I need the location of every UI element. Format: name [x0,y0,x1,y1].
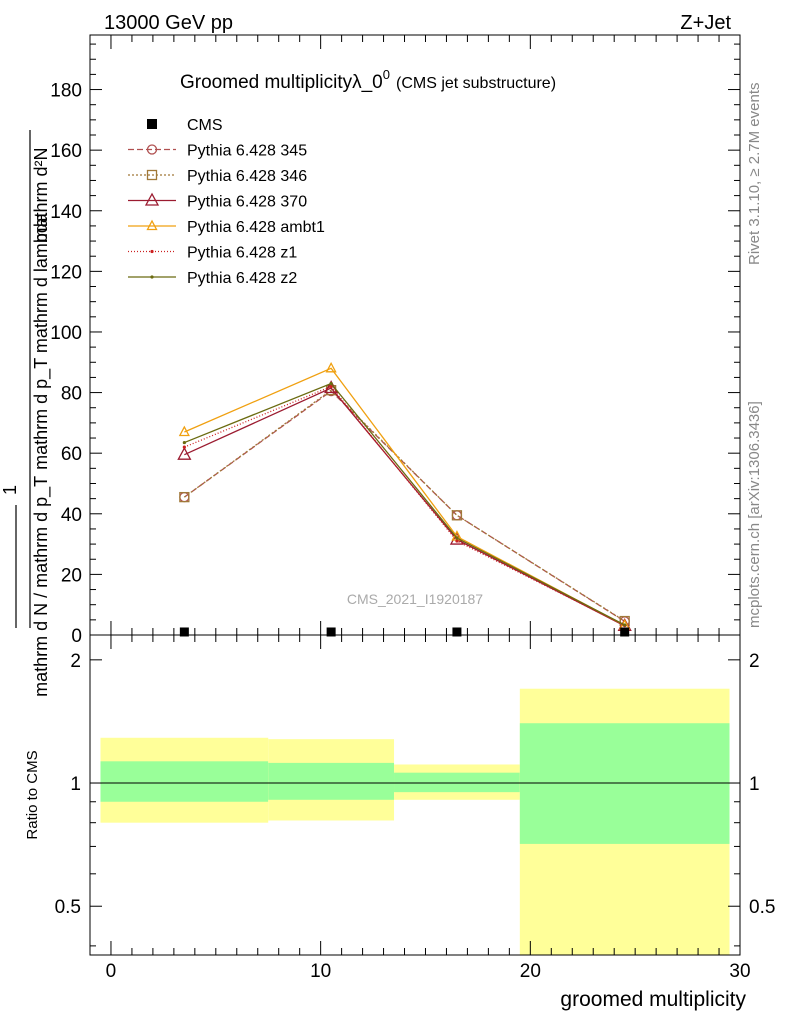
y-tick-label: 80 [61,384,82,405]
marker-dot [182,445,186,449]
legend-label: Pythia 6.428 370 [187,194,307,211]
legend-item: Pythia 6.428 z2 [128,270,297,287]
y-tick-label: 40 [61,505,82,526]
series-1 [179,385,630,627]
ylabel-prefix-num: 1 [0,485,20,495]
marker-triangle-small [325,361,337,373]
ratio-y-tick-label-left: 1 [70,774,81,795]
marker-dot [182,440,186,445]
y-tick-label: 180 [50,81,82,102]
y-axis-label: mathrm d²N 1 mathrm d N / mathrm d p_Tma… [0,130,52,697]
marker-dot [329,384,333,389]
marker-circle [146,144,158,155]
x-tick-label: 20 [520,961,541,982]
series-line [183,390,626,622]
marker-triangle-small [146,219,158,231]
marker-triangle [177,446,192,460]
legend-label: Pythia 6.428 z2 [187,270,297,287]
legend-label: Pythia 6.428 345 [187,143,307,160]
x-tick-label: 10 [310,961,331,982]
legend-item: Pythia 6.428 345 [128,143,307,160]
rivet-info: Rivet 3.1.10, ≥ 2.7M events [746,83,763,266]
ratio-y-tick-label-left: 0.5 [55,897,81,918]
ratio-frame [89,634,741,956]
marker-dot [150,275,154,279]
main-plot: 0 20 40 60 80 100 120 140 160 180 CMS_2021_I19201… [50,34,741,647]
series-5 [182,381,627,627]
marker-dot [329,381,333,386]
ratio-ylabel: Ratio to CMS [24,750,41,839]
ratio-band-green [100,761,269,802]
ratio-y-tick-label-right: 0.5 [749,897,775,918]
marker-dot [455,539,459,543]
ylabel-denominator: mathrm d N / mathrm d p_Tmathrm d p_T ma… [31,212,52,697]
marker-triangle-small [178,425,190,437]
process-label: Z+Jet [680,12,731,34]
y-tick-label: 140 [50,202,82,223]
legend-item: CMS [147,117,223,134]
legend-item: Pythia 6.428 370 [128,192,307,211]
marker-dot [455,536,459,540]
ratio-band-green [519,723,730,844]
x-axis-label: groomed multiplicity [560,988,746,1011]
legend: CMS Pythia 6.428 345 Pythia 6.428 346 Pythi… [128,117,325,287]
ratio-y-tick-label-right: 2 [749,651,760,672]
y-tick-label: 160 [50,141,82,162]
ratio-band-green [268,762,395,800]
y-tick-label: 120 [50,262,82,283]
ratio-y-tick-label-left: 2 [70,651,81,672]
y-tick-label: 0 [71,626,82,647]
legend-label: Pythia 6.428 ambt1 [187,219,325,236]
y-tick-label: 60 [61,444,82,465]
series-line [184,367,625,626]
legend-label: CMS [187,117,223,134]
cms-data-point [326,627,336,637]
ratio-plot: 0.5 0.51 12 20 10 20 30 [55,634,775,982]
series-3 [178,361,631,630]
series-line [184,385,625,627]
legend-label: Pythia 6.428 z1 [187,245,297,262]
ratio-band-green [394,772,520,793]
legend-marker [147,119,157,129]
y-tick-label: 100 [50,323,82,344]
energy-label: 13000 GeV pp [104,12,233,34]
legend-label: Pythia 6.428 346 [187,168,307,185]
marker-dot [150,249,154,254]
marker-dot [623,623,627,627]
cms-data-point [452,627,462,637]
x-tick-label: 0 [106,961,117,982]
cms-data-point [179,627,189,637]
ylabel-numerator: mathrm d²N [31,147,51,242]
marker-square [179,491,190,503]
cms-data-point [620,627,630,637]
marker-square [146,169,158,181]
series-0 [179,385,630,627]
legend-item: Pythia 6.428 z1 [128,245,297,262]
mcplots-info: mcplots.cern.ch [arXiv:1306.3436] [746,401,763,628]
watermark: CMS_2021_I1920187 [347,591,483,607]
marker-square [451,510,463,521]
y-tick-label: 20 [61,565,82,586]
chart-title: Groomed multiplicityλ_00(CMS jet substru… [180,67,556,93]
marker-circle [451,510,463,521]
legend-item: Pythia 6.428 ambt1 [128,219,325,236]
series-line [184,382,625,626]
ratio-y-tick-label-right: 1 [749,774,760,795]
marker-triangle [144,192,160,206]
legend-item: Pythia 6.428 346 [128,168,307,185]
x-tick-label: 30 [729,961,750,982]
